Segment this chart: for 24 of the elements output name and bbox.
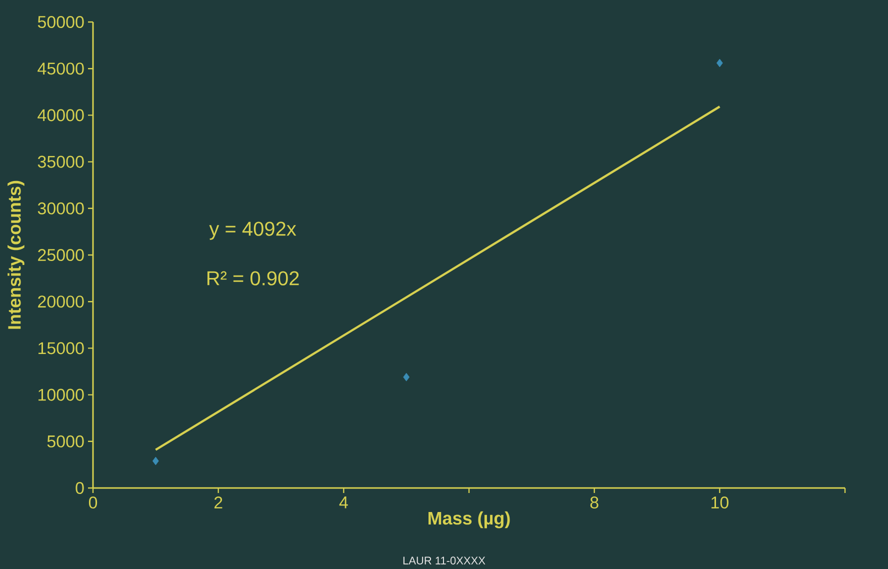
y-axis-title: Intensity (counts) bbox=[8, 180, 24, 329]
y-tick-label: 25000 bbox=[38, 248, 84, 262]
y-tick-label: 35000 bbox=[38, 156, 84, 168]
point bbox=[716, 58, 723, 68]
y-tick-label: 50000 bbox=[38, 16, 84, 28]
annotation: y = 4092x bbox=[209, 222, 296, 240]
y-tick-label: 0 bbox=[76, 482, 84, 494]
x-axis-title: Mass (µg) bbox=[428, 511, 510, 528]
text: LAUR 11-0XXXX bbox=[403, 556, 486, 564]
x-tick-label: 8 bbox=[590, 496, 598, 509]
x-tick-label: 4 bbox=[339, 496, 348, 508]
point bbox=[403, 372, 410, 382]
x-tick-label: 0 bbox=[88, 496, 98, 509]
x-tick-label: 2 bbox=[214, 496, 222, 508]
y-tick-label: 40000 bbox=[38, 109, 84, 122]
y-tick-label: 15000 bbox=[38, 342, 84, 354]
y-tick-label: 30000 bbox=[38, 202, 84, 214]
y-tick-label: 20000 bbox=[38, 296, 84, 308]
y-tick-label: 45000 bbox=[38, 62, 84, 75]
y-tick-label: 5000 bbox=[47, 435, 84, 448]
x-tick-label: 10 bbox=[712, 496, 728, 509]
annotation: R² = 0.902 bbox=[207, 271, 299, 286]
y-tick-label: 10000 bbox=[38, 388, 84, 401]
point bbox=[152, 456, 159, 466]
